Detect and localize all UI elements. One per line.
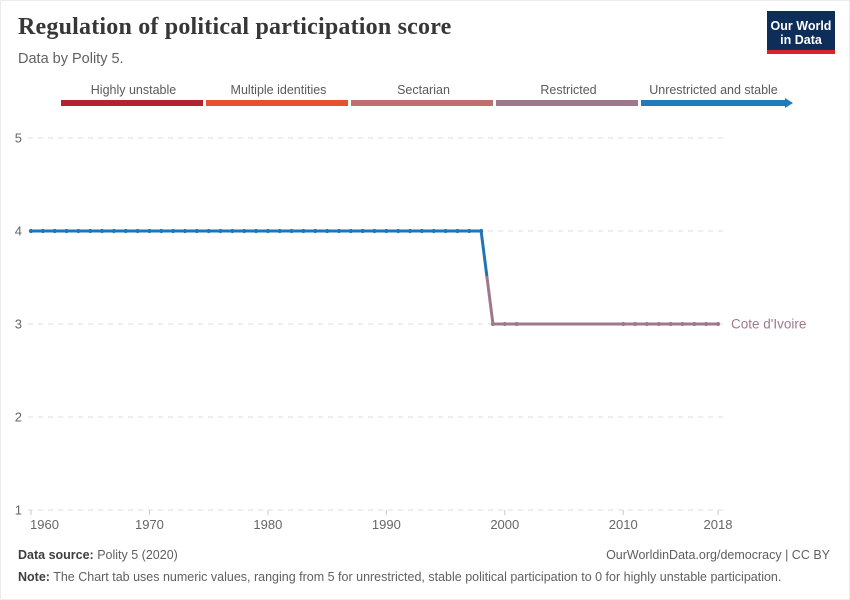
data-point-1966[interactable] xyxy=(99,228,105,234)
x-axis-label-1980: 1980 xyxy=(253,517,282,532)
note-label: Note: xyxy=(18,570,50,584)
data-point-1964[interactable] xyxy=(76,228,81,234)
data-point-1976[interactable] xyxy=(218,228,223,234)
y-axis-label-5: 5 xyxy=(15,131,22,146)
legend-color-bar xyxy=(351,100,493,106)
data-point-1963[interactable] xyxy=(64,228,69,234)
data-source-label: Data source: xyxy=(18,548,94,562)
owid-logo-line2: in Data xyxy=(780,32,822,47)
x-axis-label-2000: 2000 xyxy=(490,517,519,532)
data-point-1993[interactable] xyxy=(419,228,424,234)
x-axis-label-1960: 1960 xyxy=(30,517,59,532)
legend-item-multiple-identities: Multiple identities xyxy=(206,83,351,106)
y-axis-label-1: 1 xyxy=(15,503,22,518)
x-axis-label-1970: 1970 xyxy=(135,517,164,532)
data-point-1970[interactable] xyxy=(147,228,152,234)
data-point-1967[interactable] xyxy=(111,228,117,234)
data-point-1960[interactable] xyxy=(28,228,34,234)
data-point-1974[interactable] xyxy=(194,228,199,234)
data-point-1999[interactable] xyxy=(490,321,496,327)
entity-label: Cote d'Ivoire xyxy=(731,317,806,332)
x-axis-label-1990: 1990 xyxy=(372,517,401,532)
legend-item-unrestricted-and-stable: Unrestricted and stable xyxy=(641,83,793,108)
data-point-1985[interactable] xyxy=(325,228,330,234)
data-line-segment-restricted[interactable] xyxy=(485,276,720,326)
legend-item-label: Multiple identities xyxy=(230,83,327,97)
legend-item-label: Sectarian xyxy=(397,83,450,97)
data-point-1994[interactable] xyxy=(431,228,436,234)
data-point-1965[interactable] xyxy=(88,228,93,234)
data-point-1981[interactable] xyxy=(277,228,282,234)
data-point-1984[interactable] xyxy=(313,228,318,234)
legend-item-label: Unrestricted and stable xyxy=(649,83,778,97)
category-legend: Highly unstable Multiple identities Sectar… xyxy=(61,83,794,108)
data-point-2018[interactable] xyxy=(715,321,721,327)
data-point-2000[interactable] xyxy=(502,321,507,327)
data-point-1989[interactable] xyxy=(372,228,377,234)
data-point-1997[interactable] xyxy=(467,228,472,234)
data-point-1971[interactable] xyxy=(159,228,164,234)
legend-item-label: Restricted xyxy=(540,83,597,97)
legend-color-bar xyxy=(496,100,638,106)
data-point-2010[interactable] xyxy=(621,321,626,327)
data-point-2016[interactable] xyxy=(692,321,697,327)
chart-subtitle: Data by Polity 5. xyxy=(18,51,124,67)
data-line-segment-unrestricted-and-stable[interactable] xyxy=(29,229,489,279)
page-title: Regulation of political participation sc… xyxy=(18,14,452,40)
legend-item-label: Highly unstable xyxy=(90,83,177,97)
x-axis-label-2010: 2010 xyxy=(609,517,638,532)
legend-item-highly-unstable: Highly unstable xyxy=(61,83,206,106)
data-point-1995[interactable] xyxy=(443,228,448,234)
data-point-1998[interactable] xyxy=(479,228,484,234)
data-point-1969[interactable] xyxy=(135,228,140,234)
data-source-line: Data source: Polity 5 (2020) xyxy=(18,548,178,562)
legend-color-bar xyxy=(641,98,793,108)
data-point-2013[interactable] xyxy=(656,321,661,327)
data-point-2012[interactable] xyxy=(644,321,650,327)
owid-logo-line1: Our World xyxy=(770,18,832,33)
legend-arrow-icon xyxy=(785,98,793,108)
y-axis-label-2: 2 xyxy=(15,410,22,425)
data-point-1978[interactable] xyxy=(242,228,247,234)
data-point-2017[interactable] xyxy=(704,321,709,327)
legend-item-restricted: Restricted xyxy=(496,83,641,106)
data-point-1987[interactable] xyxy=(348,228,353,234)
data-point-1977[interactable] xyxy=(230,228,235,234)
data-point-1992[interactable] xyxy=(407,228,413,234)
data-point-1982[interactable] xyxy=(289,228,294,234)
chart-note: Note: The Chart tab uses numeric values,… xyxy=(18,570,838,584)
data-point-1991[interactable] xyxy=(396,228,401,234)
legend-item-sectarian: Sectarian xyxy=(351,83,496,106)
data-point-1961[interactable] xyxy=(40,228,45,234)
data-point-2001[interactable] xyxy=(514,321,519,327)
legend-color-bar xyxy=(61,100,203,106)
data-point-1972[interactable] xyxy=(171,228,176,234)
legend-color-bar xyxy=(206,100,348,106)
attribution-link[interactable]: OurWorldinData.org/democracy | CC BY xyxy=(606,548,830,562)
data-point-1986[interactable] xyxy=(336,228,342,234)
data-point-1962[interactable] xyxy=(52,228,57,234)
x-axis-label-2018: 2018 xyxy=(704,517,733,532)
data-point-1968[interactable] xyxy=(123,228,128,234)
data-point-1979[interactable] xyxy=(253,228,259,234)
note-text: The Chart tab uses numeric values, rangi… xyxy=(49,570,782,584)
data-point-1988[interactable] xyxy=(360,228,365,234)
data-point-1990[interactable] xyxy=(384,228,389,234)
data-point-1983[interactable] xyxy=(301,228,306,234)
owid-logo-red-stripe xyxy=(767,50,835,54)
data-source-value: Polity 5 (2020) xyxy=(93,548,178,562)
data-point-1996[interactable] xyxy=(455,228,460,234)
data-point-2015[interactable] xyxy=(680,321,685,327)
data-point-1975[interactable] xyxy=(206,228,211,234)
y-axis-label-4: 4 xyxy=(15,224,22,239)
y-axis-label-3: 3 xyxy=(15,317,22,332)
owid-logo[interactable]: Our World in Data xyxy=(767,11,835,54)
data-point-1980[interactable] xyxy=(265,228,270,234)
data-point-1973[interactable] xyxy=(182,228,188,234)
data-point-2011[interactable] xyxy=(632,321,638,327)
data-point-2014[interactable] xyxy=(668,321,673,327)
